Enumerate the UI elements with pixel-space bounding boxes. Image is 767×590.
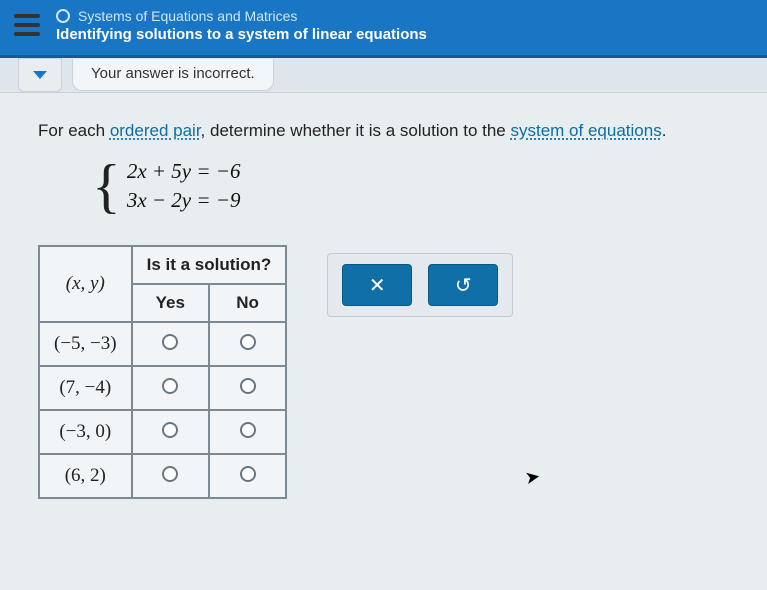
subtopic-text: Identifying solutions to a system of lin… <box>56 26 755 43</box>
col-header-no: No <box>209 284 286 322</box>
table-row: (6, 2) <box>39 454 286 498</box>
close-button[interactable]: ✕ <box>342 264 412 306</box>
prompt-mid: , determine whether it is a solution to … <box>201 121 511 140</box>
radio-yes[interactable] <box>162 378 178 394</box>
prompt-post: . <box>662 121 667 140</box>
radio-no[interactable] <box>240 466 256 482</box>
table-row: (7, −4) <box>39 366 286 410</box>
pair-cell: (−5, −3) <box>39 322 132 366</box>
question-prompt: For each ordered pair, determine whether… <box>38 121 749 141</box>
radio-yes[interactable] <box>162 334 178 350</box>
solution-table: (x, y) Is it a solution? Yes No (−5, −3)… <box>38 245 287 499</box>
link-system-of-equations[interactable]: system of equations <box>511 121 662 140</box>
pair-cell: (7, −4) <box>39 366 132 410</box>
radio-no[interactable] <box>240 334 256 350</box>
radio-no[interactable] <box>240 378 256 394</box>
radio-yes[interactable] <box>162 466 178 482</box>
equation-system: { 2x + 5y = −6 3x − 2y = −9 <box>92 155 749 217</box>
equation-1: 2x + 5y = −6 <box>127 159 241 184</box>
pair-cell: (6, 2) <box>39 454 132 498</box>
col-header-solution: Is it a solution? <box>132 246 287 284</box>
radio-no[interactable] <box>240 422 256 438</box>
col-header-pair: (x, y) <box>39 246 132 322</box>
brace-icon: { <box>92 159 121 213</box>
table-row: (−3, 0) <box>39 410 286 454</box>
feedback-row: Your answer is incorrect. <box>0 58 767 93</box>
chevron-down-icon <box>33 71 47 79</box>
radio-yes[interactable] <box>162 422 178 438</box>
prompt-pre: For each <box>38 121 110 140</box>
equation-2: 3x − 2y = −9 <box>127 188 241 213</box>
reset-button[interactable]: ↺ <box>428 264 498 306</box>
action-buttons: ✕ ↺ <box>327 253 513 317</box>
topic-text: Systems of Equations and Matrices <box>78 8 297 24</box>
content-area: For each ordered pair, determine whether… <box>0 93 767 517</box>
feedback-message: Your answer is incorrect. <box>72 59 274 91</box>
close-icon: ✕ <box>369 273 386 298</box>
reset-icon: ↺ <box>455 273 472 298</box>
col-header-yes: Yes <box>132 284 209 322</box>
expand-toggle[interactable] <box>18 58 62 92</box>
pair-cell: (−3, 0) <box>39 410 132 454</box>
table-row: (−5, −3) <box>39 322 286 366</box>
topic-icon <box>56 9 70 23</box>
header: Systems of Equations and Matrices Identi… <box>0 0 767 58</box>
menu-icon[interactable] <box>14 14 40 36</box>
link-ordered-pair[interactable]: ordered pair <box>110 121 201 140</box>
